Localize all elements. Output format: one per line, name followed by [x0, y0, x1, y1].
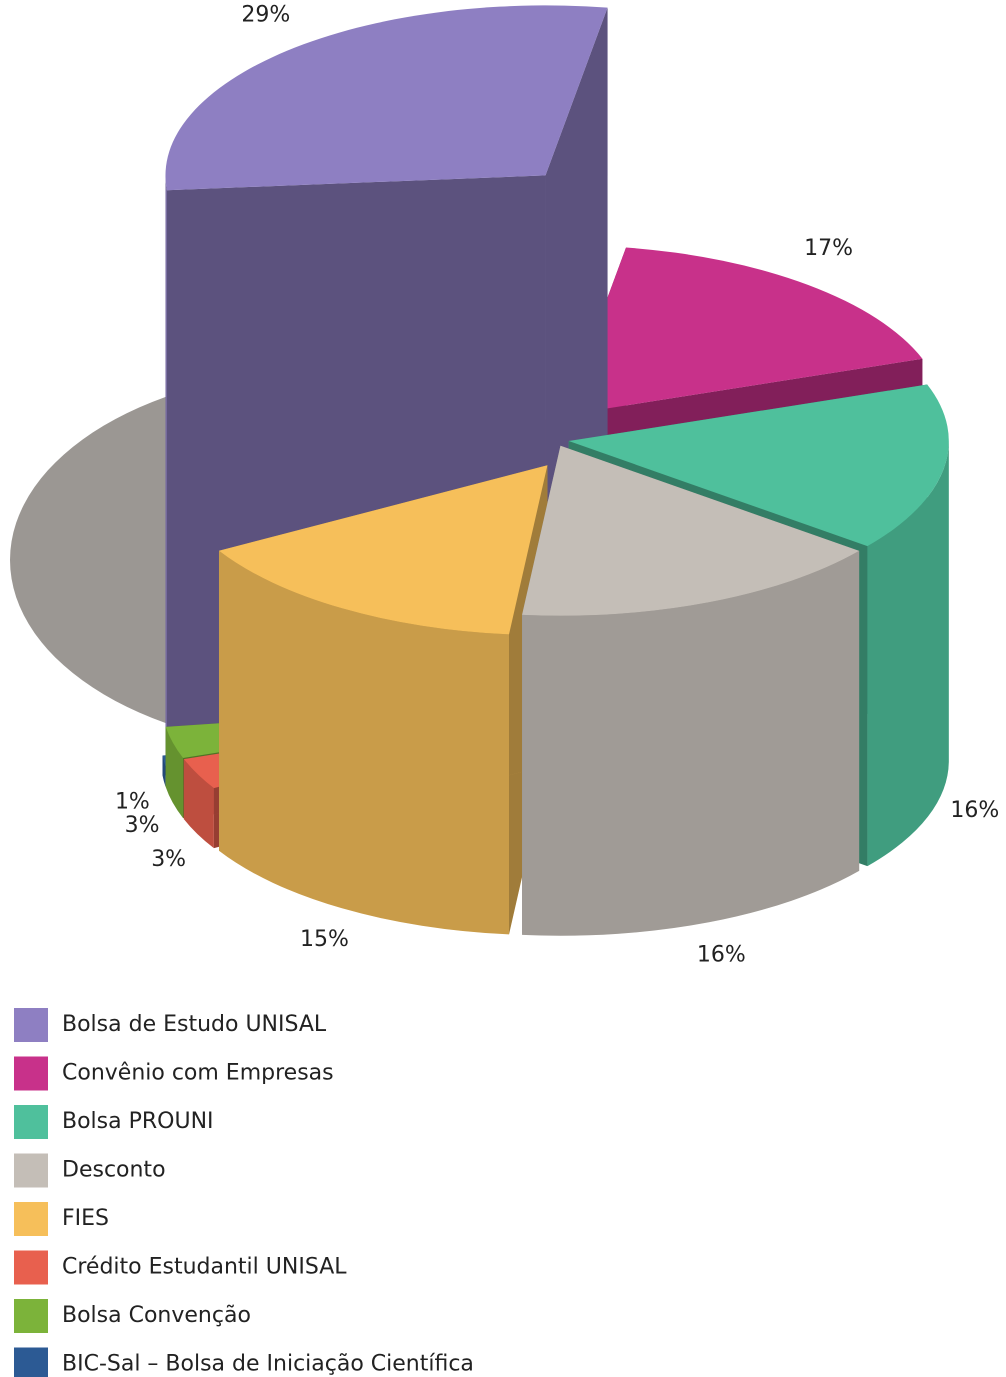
data-label: 17% — [804, 236, 853, 261]
slice-face — [568, 384, 949, 547]
slice-face — [218, 550, 510, 935]
data-label: 29% — [241, 2, 290, 27]
slice-face — [218, 465, 548, 635]
legend-swatch — [14, 1008, 48, 1042]
slice-face — [165, 175, 167, 771]
legend-label: Desconto — [62, 1158, 166, 1183]
legend-label: Crédito Estudantil UNISAL — [62, 1255, 347, 1280]
slice-shade — [162, 755, 166, 787]
legend-label: Convênio com Empresas — [62, 1061, 334, 1086]
legend-label: Bolsa Convenção — [62, 1303, 251, 1328]
slice-face — [165, 5, 608, 191]
slice-shade — [218, 550, 510, 935]
slice-face — [563, 247, 923, 416]
slice-face — [162, 755, 166, 787]
legend-swatch — [14, 1056, 48, 1091]
data-label: 3% — [125, 813, 160, 838]
slice-shade — [867, 441, 949, 867]
slice-face — [165, 726, 183, 818]
data-label: 15% — [300, 927, 349, 952]
slice-shade — [183, 759, 214, 849]
legend-swatch — [14, 1153, 48, 1188]
legend-swatch — [14, 1347, 48, 1377]
slice-shade — [522, 550, 860, 936]
slice-face — [183, 759, 214, 849]
slice — [522, 445, 860, 936]
slice-face — [867, 441, 949, 867]
slice-face — [522, 445, 860, 616]
legend: Bolsa de Estudo UNISAL Convênio com Empre… — [14, 1008, 474, 1377]
legend-label: Bolsa de Estudo UNISAL — [62, 1012, 327, 1037]
legend-swatch — [14, 1250, 48, 1285]
data-label: 16% — [950, 798, 999, 823]
slice-shade — [165, 726, 183, 818]
data-label: 3% — [151, 847, 186, 872]
legend-swatch — [14, 1202, 48, 1236]
data-label: 16% — [697, 942, 746, 967]
legend-swatch — [14, 1299, 48, 1333]
legend-label: FIES — [62, 1206, 109, 1231]
pie — [162, 5, 949, 936]
data-label: 1% — [115, 790, 150, 815]
slice-shade — [165, 175, 167, 771]
legend-swatch — [14, 1105, 48, 1139]
slice-face — [522, 550, 860, 936]
legend-label: Bolsa PROUNI — [62, 1109, 214, 1134]
slice — [218, 465, 548, 935]
legend-label: BIC-Sal – Bolsa de Iniciação Científica — [62, 1352, 474, 1377]
